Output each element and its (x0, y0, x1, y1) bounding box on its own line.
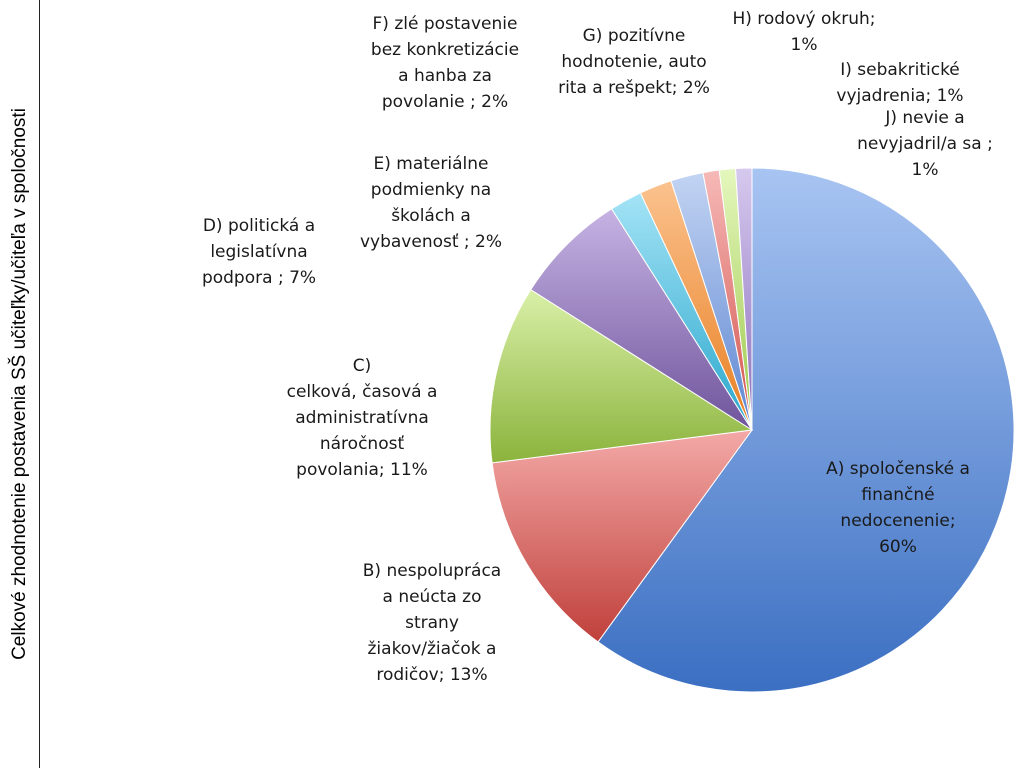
slice-label-line: C) (352, 356, 372, 376)
slice-label-line: legislatívna (210, 242, 308, 262)
slice-label-line: finančné (861, 485, 935, 505)
slice-label-line: 1% (790, 35, 818, 55)
slice-label-line: a neúcta zo (382, 587, 482, 607)
slice-label-line: G) pozitívne (582, 26, 686, 46)
slice-label-line: rodičov; 13% (376, 665, 488, 685)
slice-label-line: F) zlé postavenie (372, 14, 518, 34)
slice-label-line: strany (405, 613, 459, 633)
slice-label-e: E) materiálne podmienky na školách a vybave… (360, 151, 502, 255)
slice-label-line: podpora ; 7% (201, 268, 317, 288)
slice-label-line: nedocenenie; (840, 511, 956, 531)
vertical-axis-title-box: Celkové zhodnotenie postavenia SŠ učiteľ… (0, 0, 40, 768)
slice-label-line: žiakov/žiačok a (367, 639, 497, 659)
slice-label-line: podmienky na (370, 180, 492, 200)
slice-label-h: H) rodový okruh; 1% (732, 6, 875, 58)
slice-label-g: G) pozitívne hodnotenie, auto rita a rešpe… (558, 23, 710, 101)
pie-slice-a (597, 167, 1015, 693)
slice-label-line: administratívna (295, 408, 429, 428)
slice-label-line: školách a (391, 206, 471, 226)
slice-label-line: 60% (879, 537, 917, 557)
pie-slice-b (491, 429, 754, 643)
slice-label-line: vybavenosť ; 2% (359, 232, 503, 252)
slice-label-j: J) nevie a nevyjadril/a sa ; 1% (857, 105, 993, 183)
slice-label-line: B) nespolupráca (362, 561, 502, 581)
slice-label-f: F) zlé postavenie bez konkretizácie a hanb… (371, 11, 519, 115)
slice-label-c: C) celková, časová a administratívna náročn… (287, 353, 438, 483)
slice-label-line: 1% (911, 160, 939, 180)
slice-label-i: I) sebakritické vyjadrenia; 1% (836, 57, 963, 109)
slice-label-line: náročnosť (319, 434, 405, 454)
slice-label-b: B) nespolupráca a neúcta zo strany žiakov/ž… (363, 558, 501, 688)
slice-label-line: a hanba za (398, 66, 492, 86)
pie-slice-j (735, 167, 753, 431)
slice-label-line: H) rodový okruh; (732, 9, 876, 29)
pie-slice-c (489, 288, 754, 464)
slice-label-line: I) sebakritické (840, 60, 960, 80)
pie-slice-d (530, 208, 753, 431)
slice-label-line: bez konkretizácie (370, 40, 520, 60)
slice-label-line: povolania; 11% (296, 460, 428, 480)
slice-label-line: E) materiálne (373, 154, 489, 174)
slice-label-line: J) nevie a (885, 108, 965, 128)
slice-label-line: rita a rešpekt; 2% (558, 78, 710, 98)
slice-label-line: vyjadrenia; 1% (836, 86, 964, 106)
slice-label-line: povolanie ; 2% (381, 92, 509, 112)
slice-label-line: A) spoločenské a (826, 459, 970, 479)
slice-label-line: hodnotenie, auto (561, 52, 707, 72)
slice-label-line: celková, časová a (286, 382, 438, 402)
slice-label-d: D) politická a legislatívna podpora ; 7% (202, 213, 316, 291)
slice-label-line: nevyjadril/a sa ; (857, 134, 993, 154)
slice-label-a: A) spoločenské a finančné nedocenenie; 60% (826, 456, 970, 560)
slice-label-line: D) politická a (202, 216, 316, 236)
